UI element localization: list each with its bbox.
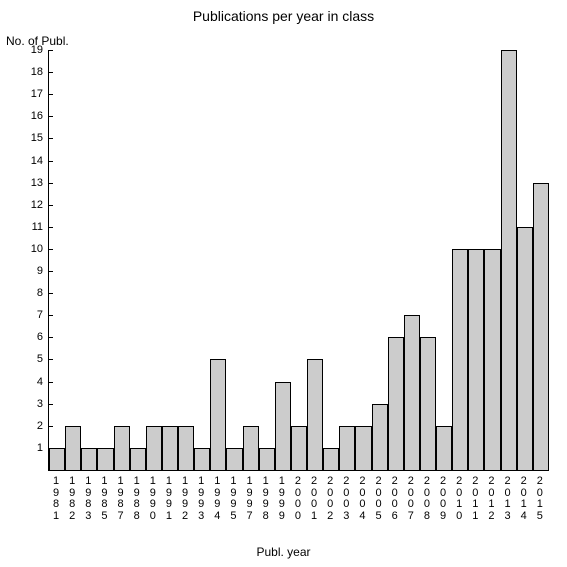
chart-title: Publications per year in class	[0, 8, 567, 24]
y-tick: 13	[19, 177, 49, 189]
bar	[517, 227, 533, 470]
y-tick: 15	[19, 132, 49, 144]
x-tick: 2008	[419, 472, 435, 532]
x-tick: 2010	[451, 472, 467, 532]
y-tick: 8	[19, 287, 49, 299]
bar	[130, 448, 146, 470]
y-tick: 3	[19, 398, 49, 410]
x-tick: 1993	[193, 472, 209, 532]
x-tick: 1985	[96, 472, 112, 532]
bar	[533, 183, 549, 470]
x-tick: 2007	[403, 472, 419, 532]
y-tick: 10	[19, 243, 49, 255]
x-tick: 2001	[306, 472, 322, 532]
x-tick: 1992	[177, 472, 193, 532]
x-axis-label: Publ. year	[0, 545, 567, 559]
bar	[436, 426, 452, 470]
x-tick: 1983	[80, 472, 96, 532]
y-tick: 9	[19, 265, 49, 277]
y-tick: 2	[19, 420, 49, 432]
x-tick: 2011	[467, 472, 483, 532]
y-tick: 1	[19, 442, 49, 454]
bar	[210, 359, 226, 470]
x-tick: 2014	[516, 472, 532, 532]
x-ticks: 1981198219831985198719881990199119921993…	[48, 472, 548, 532]
x-tick: 2000	[290, 472, 306, 532]
x-tick: 2004	[354, 472, 370, 532]
x-tick: 2006	[387, 472, 403, 532]
bar	[355, 426, 371, 470]
bar	[339, 426, 355, 470]
x-tick: 2015	[532, 472, 548, 532]
y-tick: 18	[19, 66, 49, 78]
bar	[291, 426, 307, 470]
y-tick: 12	[19, 199, 49, 211]
bar	[404, 315, 420, 470]
bar	[114, 426, 130, 470]
bar	[307, 359, 323, 470]
x-tick: 1988	[129, 472, 145, 532]
bar	[420, 337, 436, 470]
y-tick: 7	[19, 309, 49, 321]
y-tick: 4	[19, 376, 49, 388]
bar	[372, 404, 388, 470]
bar	[452, 249, 468, 470]
chart-container: Publications per year in class No. of Pu…	[0, 0, 567, 567]
bar	[388, 337, 404, 470]
x-tick: 2002	[322, 472, 338, 532]
x-tick: 2003	[338, 472, 354, 532]
y-tick: 17	[19, 88, 49, 100]
bar	[178, 426, 194, 470]
x-tick: 2005	[371, 472, 387, 532]
y-tick: 6	[19, 331, 49, 343]
x-tick: 1990	[145, 472, 161, 532]
bar	[97, 448, 113, 470]
bars-group	[49, 50, 549, 470]
x-tick: 1991	[161, 472, 177, 532]
x-tick: 1997	[242, 472, 258, 532]
x-tick: 1982	[64, 472, 80, 532]
bar	[259, 448, 275, 470]
plot-area: 12345678910111213141516171819	[48, 50, 549, 471]
y-tick: 14	[19, 155, 49, 167]
x-tick: 2013	[500, 472, 516, 532]
x-tick: 1987	[113, 472, 129, 532]
bar	[468, 249, 484, 470]
y-tick: 19	[19, 44, 49, 56]
y-tick: 5	[19, 353, 49, 365]
x-tick: 2012	[483, 472, 499, 532]
bar	[323, 448, 339, 470]
y-tick: 16	[19, 110, 49, 122]
bar	[226, 448, 242, 470]
x-tick: 1994	[209, 472, 225, 532]
x-tick: 1995	[225, 472, 241, 532]
bar	[49, 448, 65, 470]
bar	[501, 50, 517, 470]
bar	[275, 382, 291, 470]
x-tick: 2009	[435, 472, 451, 532]
y-tick: 11	[19, 221, 49, 233]
bar	[162, 426, 178, 470]
bar	[65, 426, 81, 470]
x-tick: 1998	[258, 472, 274, 532]
bar	[146, 426, 162, 470]
bar	[243, 426, 259, 470]
bar	[484, 249, 500, 470]
x-tick: 1981	[48, 472, 64, 532]
bar	[81, 448, 97, 470]
x-tick: 1999	[274, 472, 290, 532]
bar	[194, 448, 210, 470]
